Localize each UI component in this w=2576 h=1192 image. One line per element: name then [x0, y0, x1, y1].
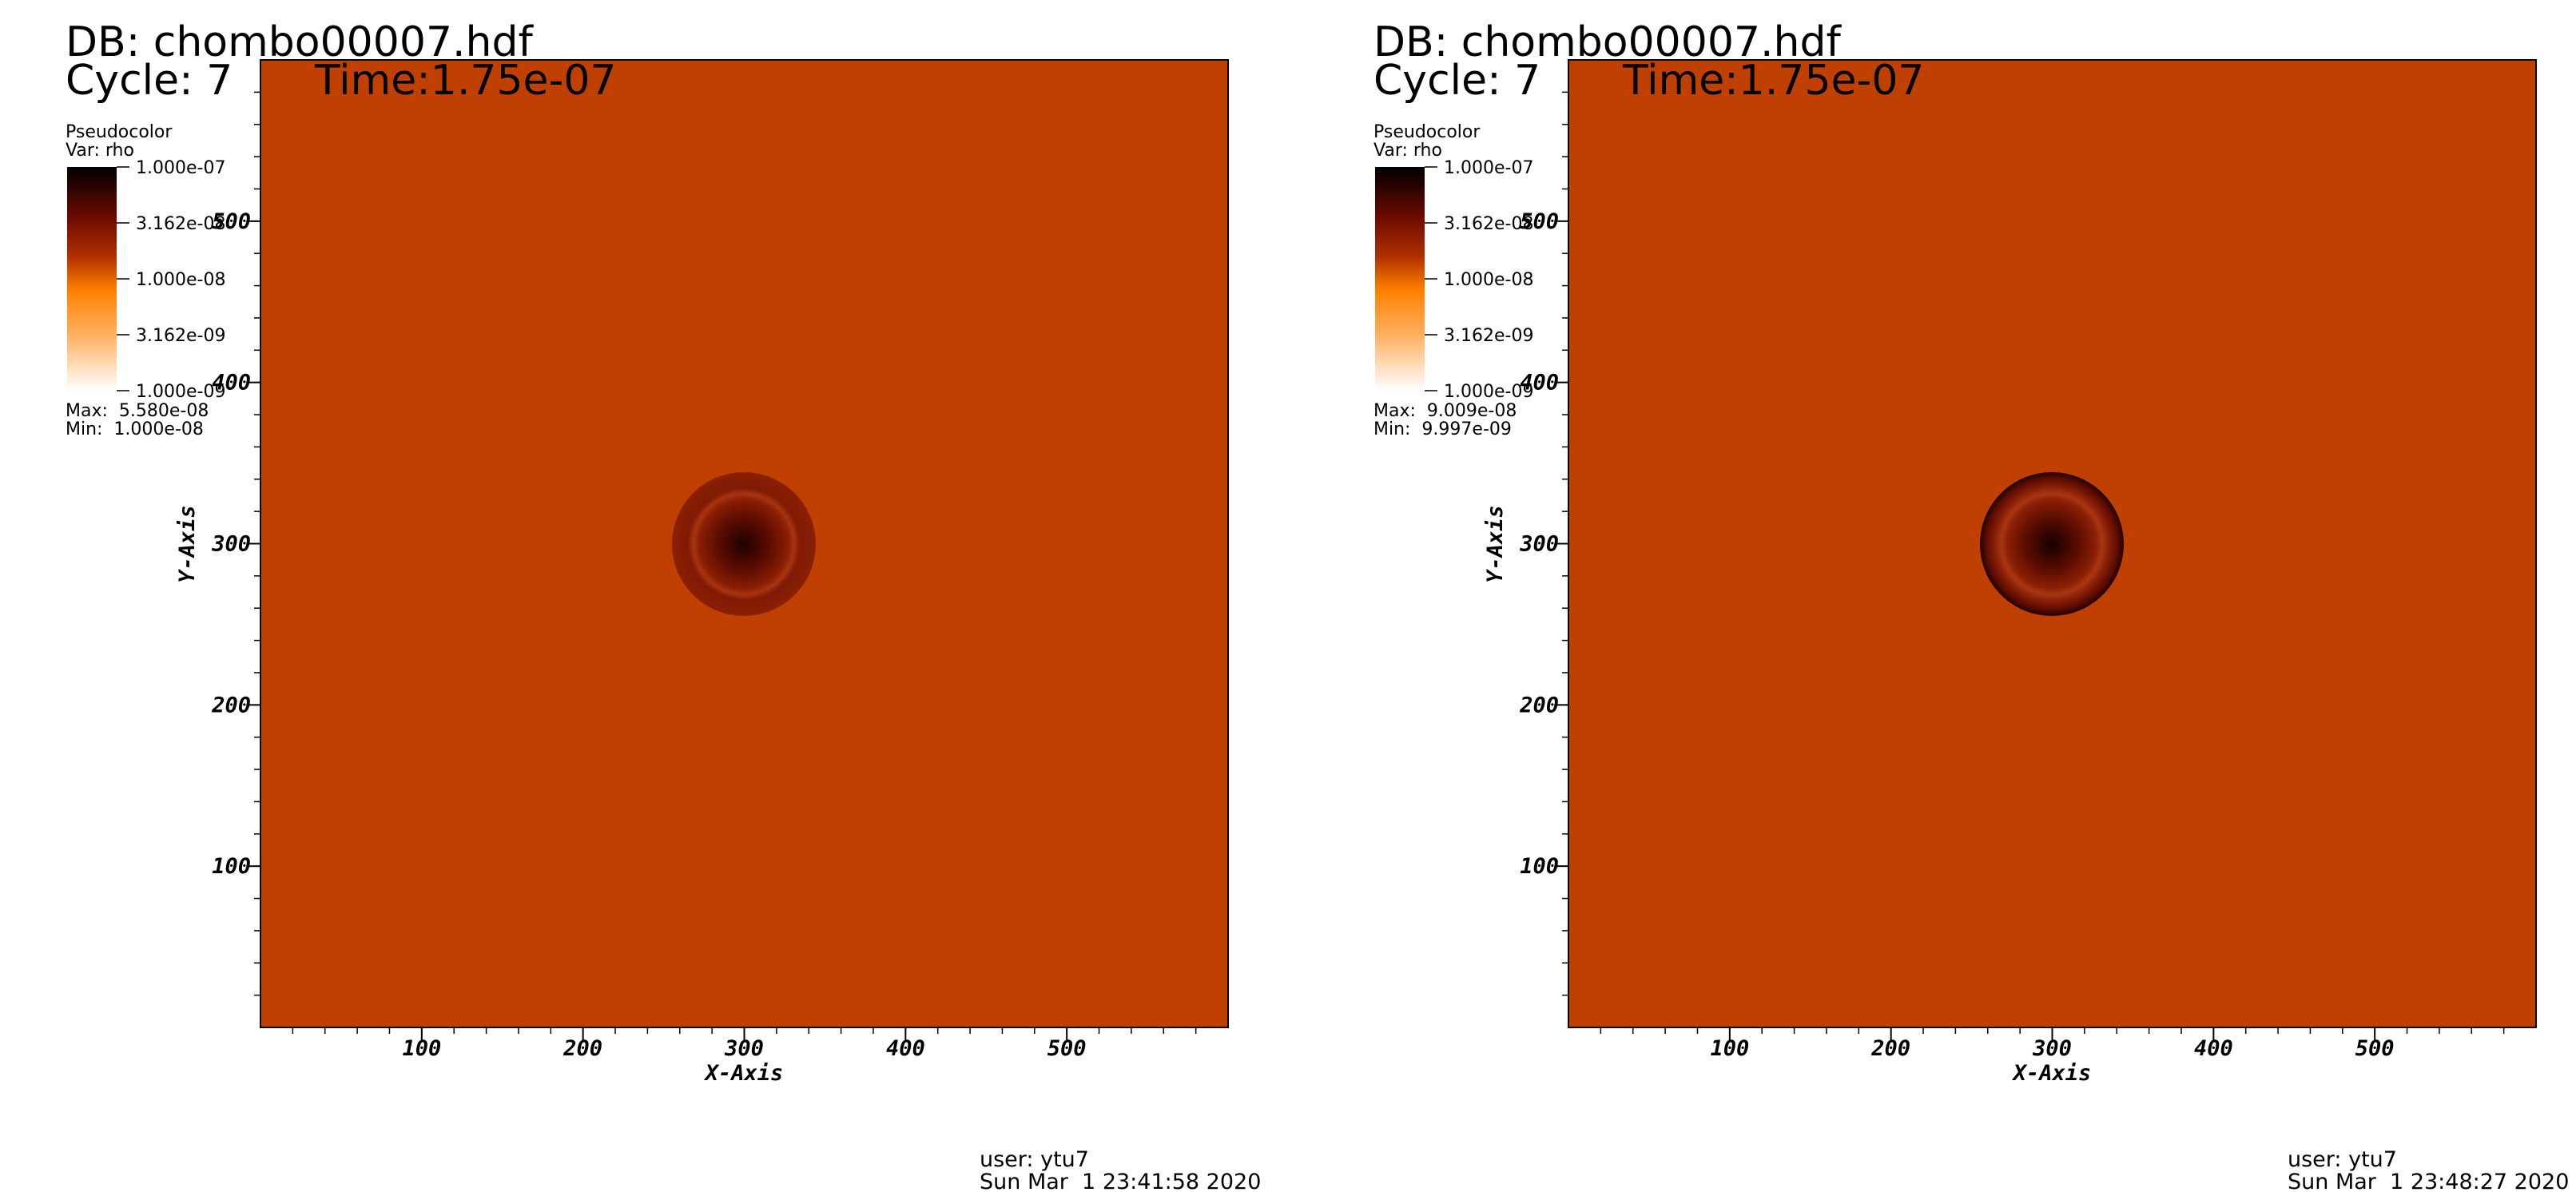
- colorbar-label: 1.000e-09: [136, 382, 225, 402]
- y-axis-label: Y-Axis: [175, 505, 200, 583]
- cycle: Cycle: 7: [1373, 57, 1540, 105]
- y-tick-label: 200: [1519, 693, 1559, 717]
- colorbar-label: 1.000e-08: [136, 270, 225, 290]
- y-tick-label: 100: [212, 854, 251, 879]
- x-tick-label: 500: [2355, 1036, 2395, 1061]
- cycle: Cycle: 7: [66, 57, 233, 105]
- x-tick-label: 100: [1710, 1036, 1749, 1061]
- y-tick-label: 500: [1520, 209, 1559, 234]
- colorbar-label: 3.162e-09: [136, 326, 225, 346]
- y-tick-label: 400: [1520, 371, 1559, 395]
- y-tick-label: 300: [1519, 532, 1559, 557]
- panel: 100 200 300 400 500 100 200 300 400 500 X-Axis Y-Ax…: [1373, 18, 2569, 1192]
- legend-var: Var: rho: [66, 141, 134, 161]
- legend-max: Max: 9.009e-08: [1373, 401, 1517, 421]
- y-tick-label: 200: [211, 693, 251, 717]
- legend-min: Min: 9.997e-09: [1373, 419, 1512, 439]
- y-tick-label: 300: [211, 532, 251, 557]
- db-title: DB: chombo00007.hdf: [1373, 18, 1843, 66]
- date: Sun Mar 1 23:41:58 2020: [980, 1170, 1261, 1192]
- density-blob: [672, 472, 816, 616]
- colorbar: [67, 167, 117, 391]
- colorbar-label: 3.162e-09: [1444, 326, 1533, 346]
- x-tick-label: 300: [724, 1036, 764, 1061]
- date: Sun Mar 1 23:48:27 2020: [2288, 1170, 2569, 1192]
- x-tick-label: 300: [2032, 1036, 2072, 1061]
- y-tick-label: 100: [1520, 854, 1559, 879]
- time: Time:1.75e-07: [314, 57, 616, 105]
- legend-max: Max: 5.580e-08: [66, 401, 209, 421]
- x-axis-label: X-Axis: [704, 1061, 784, 1086]
- legend-title: Pseudocolor: [1373, 122, 1481, 142]
- colorbar-label: 3.162e-08: [1444, 214, 1533, 234]
- x-tick-label: 200: [563, 1036, 602, 1061]
- colorbar-label: 1.000e-07: [1444, 158, 1533, 178]
- x-tick-label: 400: [886, 1036, 925, 1061]
- colorbar: [1375, 167, 1425, 391]
- colorbar-label: 3.162e-08: [136, 214, 225, 234]
- legend-var: Var: rho: [1373, 141, 1442, 161]
- colorbar-label: 1.000e-08: [1444, 270, 1533, 290]
- y-axis-label: Y-Axis: [1483, 505, 1508, 583]
- x-axis-label: X-Axis: [2012, 1061, 2092, 1086]
- time: Time:1.75e-07: [1622, 57, 1924, 105]
- x-tick-label: 500: [1047, 1036, 1087, 1061]
- legend-min: Min: 1.000e-08: [66, 419, 204, 439]
- user: user: ytu7: [980, 1147, 1089, 1172]
- legend-title: Pseudocolor: [66, 122, 173, 142]
- y-tick-label: 500: [212, 209, 251, 234]
- x-tick-label: 400: [2194, 1036, 2233, 1061]
- y-tick-label: 400: [212, 371, 251, 395]
- colorbar-label: 1.000e-07: [136, 158, 225, 178]
- db-title: DB: chombo00007.hdf: [66, 18, 535, 66]
- x-tick-label: 100: [402, 1036, 441, 1061]
- panel: 100 200 300 400 500 100 200 300 400 500 X-Axis Y-Ax…: [66, 18, 1261, 1192]
- colorbar-label: 1.000e-09: [1444, 382, 1533, 402]
- x-tick-label: 200: [1870, 1036, 1910, 1061]
- density-blob: [1980, 472, 2124, 616]
- user: user: ytu7: [2288, 1147, 2397, 1172]
